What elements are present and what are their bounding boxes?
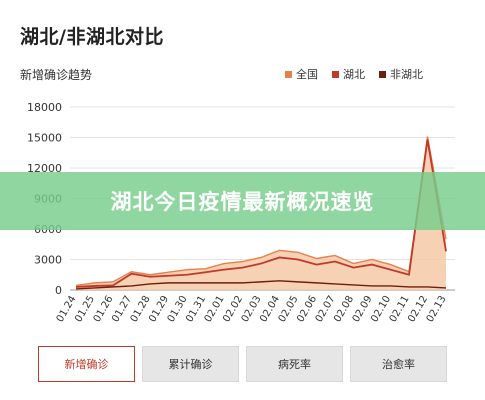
tab-total-confirmed[interactable]: 累计确诊 (142, 346, 239, 382)
chart-legend: 全国 湖北 非湖北 (285, 66, 423, 82)
y-tick-label: 0 (55, 284, 62, 297)
legend-label-hubei: 湖北 (343, 68, 365, 81)
headline-banner[interactable]: 湖北今日疫情最新概况速览 (0, 172, 485, 230)
legend-swatch-non-hubei (379, 70, 386, 78)
chart-title: 新增确诊趋势 (20, 68, 93, 82)
legend-item-non-hubei[interactable]: 非湖北 (379, 66, 423, 82)
legend-swatch-hubei (332, 70, 339, 78)
page-title: 湖北/非湖北对比 (20, 26, 164, 48)
legend-item-hubei[interactable]: 湖北 (332, 66, 365, 82)
tab-recovery-rate[interactable]: 治愈率 (350, 346, 447, 382)
line-chart: 030006000900012000150001800001.2401.2501… (27, 101, 455, 324)
series-line-non-hubei (75, 280, 447, 290)
series-line-national (75, 136, 447, 287)
legend-label-national: 全国 (296, 68, 318, 81)
legend-swatch-national (285, 70, 292, 78)
tab-fatality-rate[interactable]: 病死率 (246, 346, 343, 382)
metric-tabs: 新增确诊 累计确诊 病死率 治愈率 (38, 346, 447, 382)
series-line-hubei (75, 139, 447, 288)
tab-new-confirmed[interactable]: 新增确诊 (38, 346, 135, 382)
banner-text: 湖北今日疫情最新概况速览 (110, 190, 375, 214)
y-tick-label: 12000 (27, 162, 62, 175)
y-tick-label: 18000 (27, 101, 62, 114)
legend-item-national[interactable]: 全国 (285, 66, 318, 82)
y-tick-label: 15000 (27, 132, 62, 145)
legend-label-non-hubei: 非湖北 (390, 68, 423, 81)
y-tick-label: 3000 (34, 254, 62, 267)
